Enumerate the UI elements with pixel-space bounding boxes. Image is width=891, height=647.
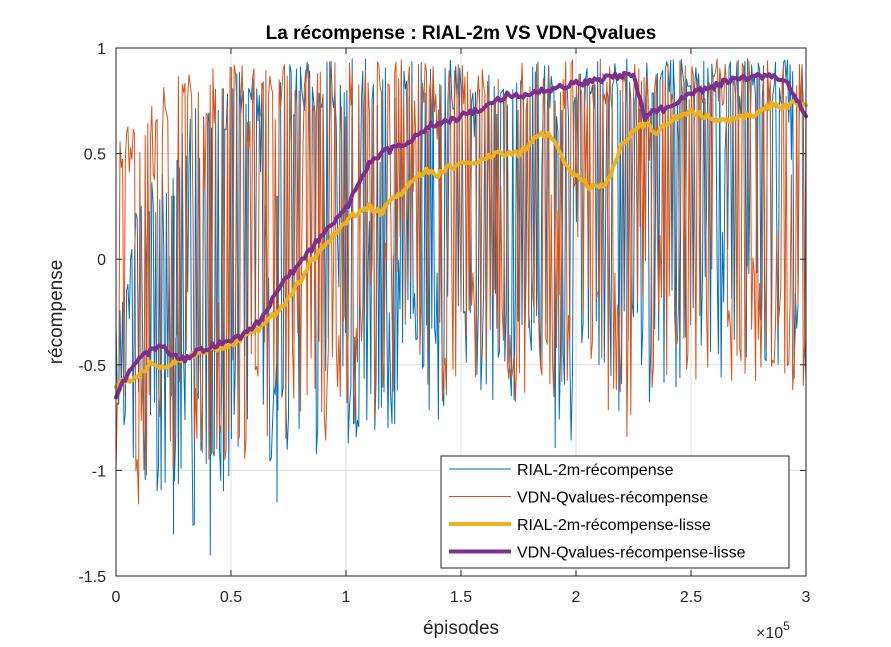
- axis-tick-labels: 0 0.5 1 1.5 2 2.5 3 -1.5 -1 -0.5 0 0.5 1: [78, 41, 810, 606]
- legend-label: VDN-Qvalues-récompense-lisse: [517, 545, 746, 562]
- y-tick-label: 0: [97, 252, 106, 269]
- y-tick-label: 1: [97, 41, 106, 58]
- x-tick-label: 1.5: [450, 589, 472, 606]
- chart-title: La récompense : RIAL-2m VS VDN-Qvalues: [266, 23, 657, 44]
- legend-label: VDN-Qvalues-récompense: [517, 490, 708, 507]
- legend-box: [440, 455, 790, 569]
- x-tick-label: 0: [112, 589, 121, 606]
- x-axis-multiplier-exponent: 5: [783, 619, 790, 633]
- x-axis-multiplier-base: ×10: [756, 625, 783, 642]
- smooth-series-group: [114, 70, 808, 400]
- x-tick-label: 1: [342, 589, 351, 606]
- legend-label: RIAL-2m-récompense-lisse: [517, 517, 711, 534]
- legend-label: RIAL-2m-récompense: [517, 462, 674, 479]
- y-axis-label: récompense: [46, 260, 67, 365]
- y-tick-label: -1.5: [78, 569, 106, 586]
- x-tick-label: 3: [802, 589, 811, 606]
- y-tick-label: -0.5: [78, 358, 106, 375]
- raw-series-group: [115, 58, 807, 556]
- series-line-rial-2m-raw: [115, 58, 807, 556]
- series-line-vdn-qvalues-raw: [115, 58, 807, 505]
- x-axis-label: épisodes: [423, 618, 499, 639]
- y-tick-label: -1: [92, 463, 106, 480]
- series-line-vdn-qvalues-smooth: [114, 70, 808, 400]
- x-tick-label: 2.5: [680, 589, 702, 606]
- x-tick-label: 2: [572, 589, 581, 606]
- y-tick-label: 0.5: [84, 147, 106, 164]
- x-axis-multiplier: ×105: [756, 619, 790, 642]
- x-tick-label: 0.5: [220, 589, 242, 606]
- axis-ticks: [115, 47, 807, 577]
- legend: RIAL-2m-récompense VDN-Qvalues-récompense…: [440, 455, 790, 569]
